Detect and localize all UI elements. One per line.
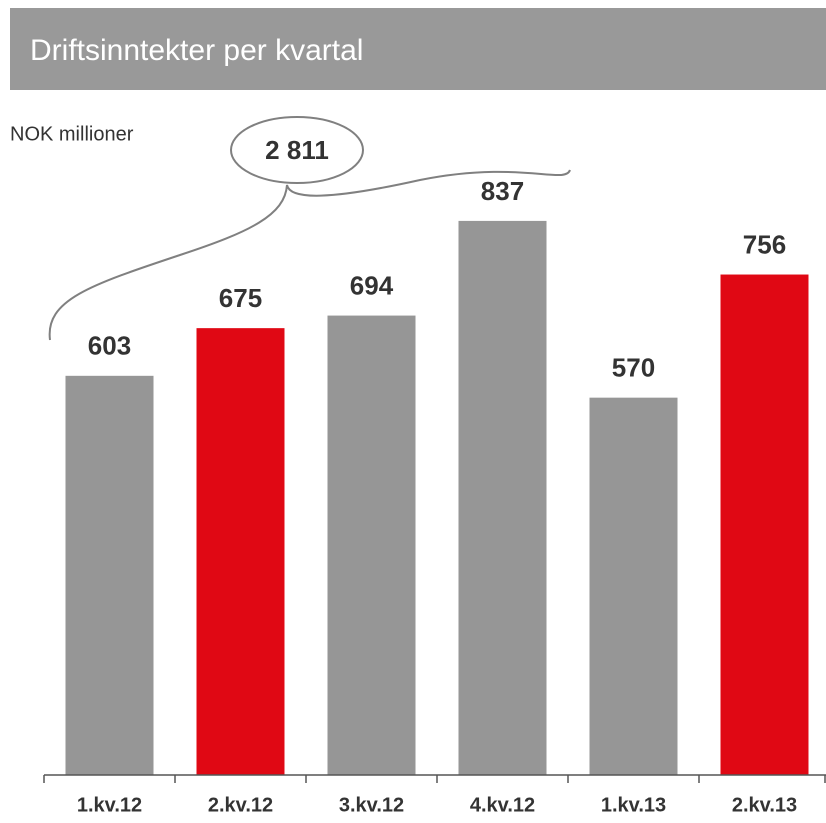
x-tick-label: 3.kv.12	[339, 794, 404, 816]
x-tick-label: 1.kv.13	[601, 794, 666, 816]
value-label: 603	[88, 331, 131, 361]
value-label: 694	[350, 270, 394, 300]
title-band	[10, 8, 826, 90]
bar	[65, 375, 154, 775]
bar	[196, 328, 285, 775]
x-tick-label: 4.kv.12	[470, 794, 535, 816]
value-label: 756	[743, 229, 786, 259]
x-tick-label: 2.kv.12	[208, 794, 273, 816]
bar	[327, 315, 416, 775]
value-label: 837	[481, 176, 524, 206]
bar	[458, 220, 547, 775]
x-tick-label: 2.kv.13	[732, 794, 797, 816]
bar	[589, 397, 678, 775]
value-label: 675	[219, 283, 262, 313]
value-label: 570	[612, 353, 655, 383]
subtitle: NOK millioner	[10, 123, 134, 145]
x-tick-label: 1.kv.12	[77, 794, 142, 816]
annotation: 2 811	[265, 135, 329, 165]
annotation-ellipse	[230, 116, 364, 184]
bar	[720, 274, 809, 775]
brace	[48, 169, 571, 341]
chart-title: Driftsinntekter per kvartal	[30, 34, 363, 67]
